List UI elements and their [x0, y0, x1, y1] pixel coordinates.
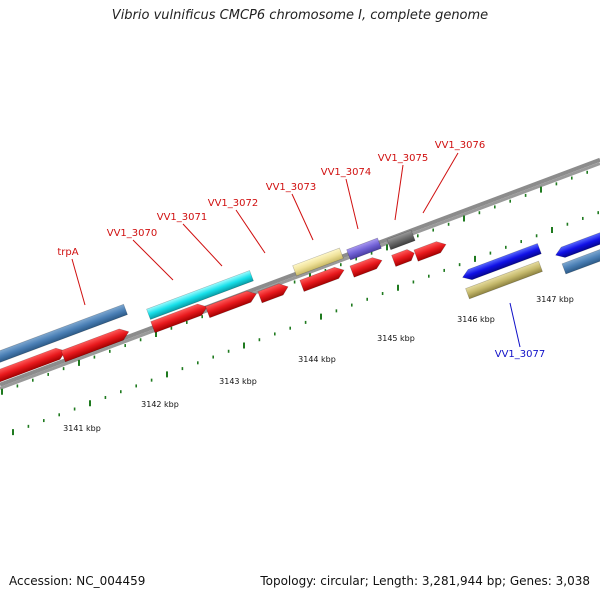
gene-leader-line — [345, 178, 359, 230]
scale-label: 3144 kbp — [298, 355, 336, 364]
scale-labels: 3141 kbp 3142 kbp 3143 kbp 3144 kbp 3145 kbp… — [63, 295, 574, 433]
gene-leader-line — [182, 223, 223, 267]
topology-value: circular — [320, 574, 365, 588]
cds-arrow-trpA-left[interactable] — [0, 345, 68, 386]
gene-box-VV1_3074[interactable] — [346, 237, 382, 261]
gene-label-VV1_3073: VV1_3073 — [266, 182, 317, 193]
accession-label: Accession: — [9, 574, 73, 588]
scale-ticks — [1, 170, 600, 436]
backbone-strand — [0, 162, 600, 390]
map-title: Vibrio vulnificus CMCP6 chromosome I, co… — [111, 8, 489, 23]
cds-arrow-VV1_3072[interactable] — [257, 281, 290, 304]
topology-label: Topology: — [260, 574, 317, 588]
accession-text: Accession: NC_004459 — [9, 574, 145, 588]
gene-leader-line — [394, 164, 404, 221]
gene-features[interactable] — [0, 229, 600, 386]
gene-box-next[interactable] — [554, 231, 600, 261]
accession-value: NC_004459 — [76, 574, 146, 588]
gene-leader-line — [71, 258, 86, 306]
scale-label: 3143 kbp — [219, 377, 257, 386]
gene-box-edge[interactable] — [561, 247, 600, 275]
scale-label: 3145 kbp — [377, 334, 415, 343]
gene-label-trpA: trpA — [57, 247, 78, 258]
gene-label-VV1_3075: VV1_3075 — [378, 153, 429, 164]
cds-arrow-trpA[interactable] — [60, 326, 131, 363]
gene-box-VV1_3077[interactable] — [461, 243, 542, 282]
gene-label-VV1_3076: VV1_3076 — [435, 140, 486, 151]
cds-arrow-VV1_3075[interactable] — [391, 248, 417, 267]
gene-box-VV1_3075[interactable] — [386, 229, 416, 251]
gene-box-VV1_3077-rev[interactable] — [465, 260, 543, 300]
cds-arrow-VV1_3071[interactable] — [205, 288, 259, 319]
cds-arrow-VV1_3070[interactable] — [150, 301, 210, 334]
gene-label-VV1_3070: VV1_3070 — [107, 228, 158, 239]
gene-leader-line — [291, 193, 314, 241]
length-value: 3,281,944 bp — [421, 574, 502, 588]
gene-leader-line — [422, 152, 459, 214]
length-label: Length: — [372, 574, 419, 588]
gene-leader-line — [132, 239, 174, 281]
gene-label-VV1_3077: VV1_3077 — [495, 349, 546, 360]
cds-arrow-VV1_3073[interactable] — [299, 264, 346, 292]
genes-value: 3,038 — [555, 574, 590, 588]
cds-arrow-VV1_3074[interactable] — [349, 255, 384, 278]
cds-arrow-VV1_3076[interactable] — [413, 239, 448, 262]
gene-label-VV1_3074: VV1_3074 — [321, 167, 372, 178]
genome-summary: Topology: circular; Length: 3,281,944 bp… — [260, 574, 590, 588]
gene-leader-line — [509, 302, 521, 348]
gene-box-VV1_3073[interactable] — [292, 247, 344, 277]
scale-label: 3142 kbp — [141, 400, 179, 409]
scale-label: 3147 kbp — [536, 295, 574, 304]
gene-box-trpB[interactable] — [0, 303, 128, 365]
scale-label: 3146 kbp — [457, 315, 495, 324]
gene-box-VV1_3071[interactable] — [146, 270, 254, 320]
gene-leader-line — [235, 209, 266, 254]
genes-label: Genes: — [509, 574, 552, 588]
scale-label: 3141 kbp — [63, 424, 101, 433]
gene-label-VV1_3071: VV1_3071 — [157, 212, 208, 223]
gene-label-VV1_3072: VV1_3072 — [208, 198, 259, 209]
